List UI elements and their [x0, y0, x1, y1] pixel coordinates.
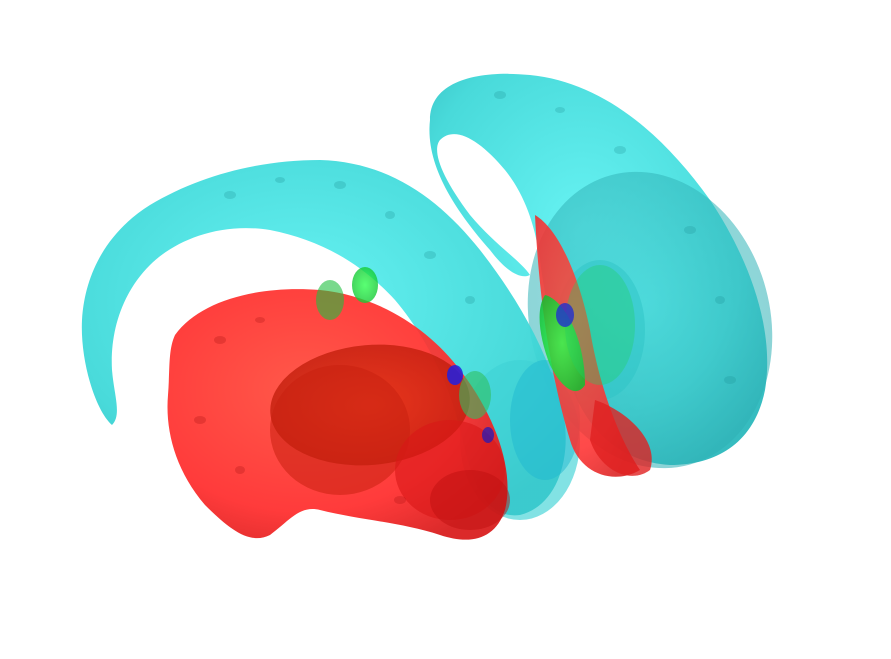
thalamus — [270, 344, 510, 530]
pallidum — [316, 265, 635, 419]
accumbens — [447, 303, 574, 443]
surface-texture — [224, 91, 736, 384]
right-putamen — [535, 215, 652, 477]
surface-texture-red — [194, 317, 406, 504]
